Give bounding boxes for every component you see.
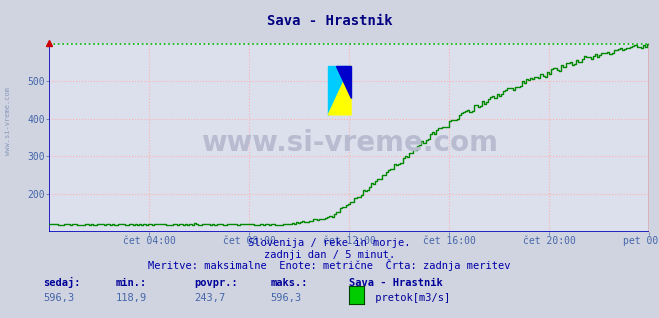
Text: 596,3: 596,3 — [43, 293, 74, 302]
Text: 243,7: 243,7 — [194, 293, 225, 302]
Text: min.:: min.: — [115, 278, 146, 288]
Text: zadnji dan / 5 minut.: zadnji dan / 5 minut. — [264, 250, 395, 259]
Text: 118,9: 118,9 — [115, 293, 146, 302]
Text: Meritve: maksimalne  Enote: metrične  Črta: zadnja meritev: Meritve: maksimalne Enote: metrične Črta… — [148, 259, 511, 271]
Text: maks.:: maks.: — [270, 278, 308, 288]
Text: www.si-vreme.com: www.si-vreme.com — [5, 87, 11, 155]
Text: Sava - Hrastnik: Sava - Hrastnik — [349, 278, 443, 288]
Text: sedaj:: sedaj: — [43, 277, 80, 288]
Polygon shape — [328, 66, 351, 115]
Text: 596,3: 596,3 — [270, 293, 301, 302]
Text: Slovenija / reke in morje.: Slovenija / reke in morje. — [248, 238, 411, 248]
Text: povpr.:: povpr.: — [194, 278, 238, 288]
Text: www.si-vreme.com: www.si-vreme.com — [201, 129, 498, 157]
Text: pretok[m3/s]: pretok[m3/s] — [369, 293, 450, 302]
Polygon shape — [336, 66, 351, 98]
Text: Sava - Hrastnik: Sava - Hrastnik — [267, 14, 392, 28]
Polygon shape — [328, 66, 351, 115]
